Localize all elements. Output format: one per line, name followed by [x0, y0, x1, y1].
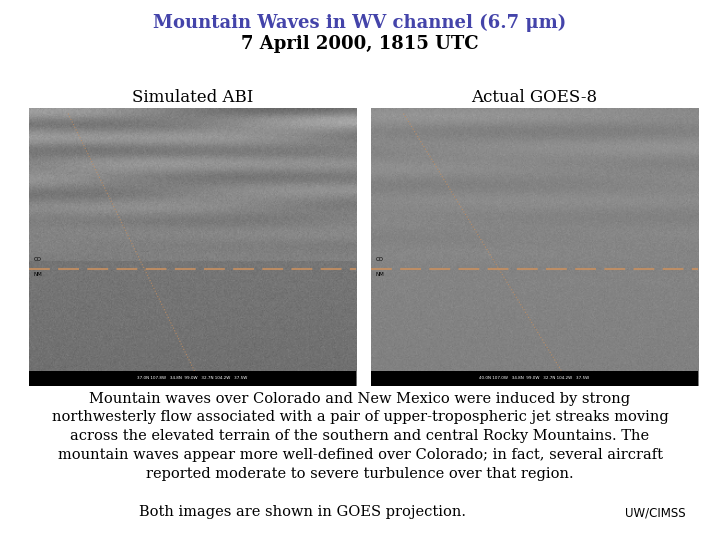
Bar — [371, 371, 698, 386]
Text: CO: CO — [376, 258, 384, 262]
Text: NM: NM — [376, 272, 384, 277]
Text: UW/CIMSS: UW/CIMSS — [625, 507, 685, 519]
Text: Simulated ABI: Simulated ABI — [132, 89, 253, 106]
Text: CO: CO — [34, 258, 42, 262]
Text: Mountain Waves in WV channel (6.7 μm): Mountain Waves in WV channel (6.7 μm) — [153, 14, 567, 32]
Text: 40.0N 107.0W   34.8N  99.0W   32.7N 104.2W   37.5W: 40.0N 107.0W 34.8N 99.0W 32.7N 104.2W 37… — [480, 376, 590, 381]
Bar — [29, 371, 356, 386]
Text: 37.0N 107.8W   34.8N  99.0W   32.7N 104.2W   37.5W: 37.0N 107.8W 34.8N 99.0W 32.7N 104.2W 37… — [138, 376, 248, 381]
Text: Actual GOES-8: Actual GOES-8 — [472, 89, 598, 106]
Text: Mountain waves over Colorado and New Mexico were induced by strong
northwesterly: Mountain waves over Colorado and New Mex… — [52, 392, 668, 481]
Text: NM: NM — [34, 272, 42, 277]
Text: 7 April 2000, 1815 UTC: 7 April 2000, 1815 UTC — [241, 35, 479, 53]
Text: Both images are shown in GOES projection.: Both images are shown in GOES projection… — [139, 505, 466, 519]
